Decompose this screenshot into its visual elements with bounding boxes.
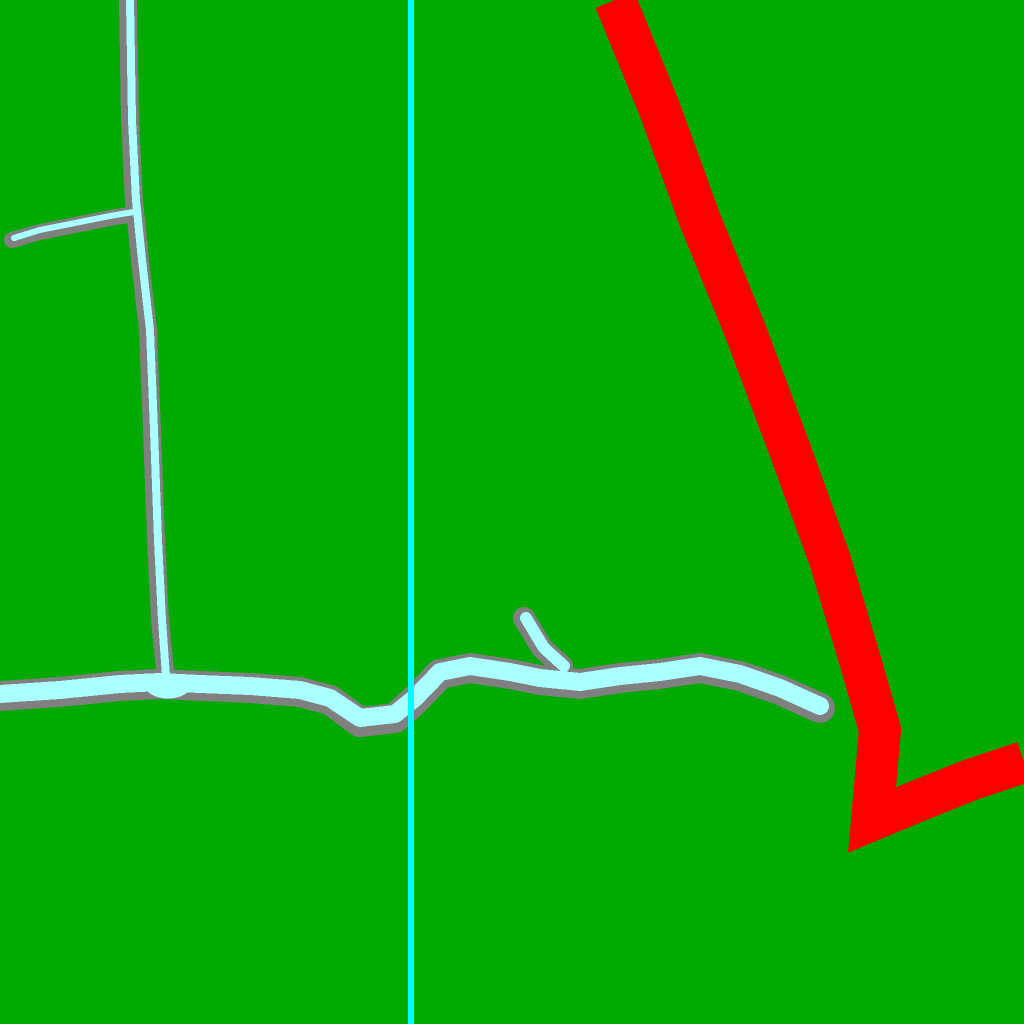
red-route[interactable] xyxy=(595,0,1024,853)
small-inlet[interactable] xyxy=(520,612,570,672)
west-branch[interactable] xyxy=(11,209,137,241)
river-junction xyxy=(145,673,191,699)
river-water xyxy=(0,0,829,727)
north-tributary[interactable] xyxy=(126,0,170,680)
